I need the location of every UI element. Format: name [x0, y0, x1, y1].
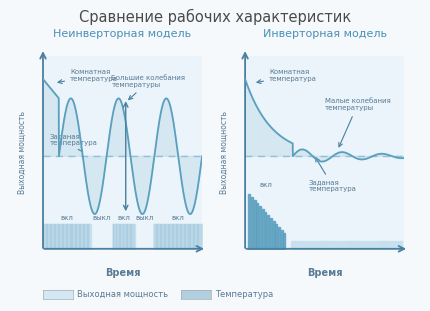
- Text: Выходная мощность: Выходная мощность: [77, 290, 169, 299]
- Text: Сравнение рабочих характеристик: Сравнение рабочих характеристик: [79, 9, 351, 26]
- Text: вкл: вкл: [118, 215, 131, 221]
- Text: Выходная мощность: Выходная мощность: [18, 111, 27, 194]
- Text: Заданая
температура: Заданая температура: [309, 158, 356, 193]
- Text: Комнатная
температура: Комнатная температура: [257, 69, 317, 84]
- Text: Время: Время: [307, 268, 342, 278]
- Text: Малые колебания
температуры: Малые колебания температуры: [325, 98, 390, 147]
- Text: выкл: выкл: [93, 215, 111, 221]
- Text: вкл: вкл: [259, 182, 272, 188]
- Text: Неинверторная модель: Неинверторная модель: [53, 29, 192, 39]
- Text: Инверторная модель: Инверторная модель: [263, 29, 387, 39]
- Text: Большие колебания
температуры: Большие колебания температуры: [111, 75, 185, 100]
- Text: Комнатная
температура: Комнатная температура: [58, 69, 118, 84]
- Text: Заданая
температура: Заданая температура: [49, 133, 97, 151]
- Text: Температура: Температура: [215, 290, 273, 299]
- Text: Время: Время: [105, 268, 140, 278]
- Text: Выходная мощность: Выходная мощность: [220, 111, 229, 194]
- Text: выкл: выкл: [135, 215, 154, 221]
- Text: вкл: вкл: [61, 215, 73, 221]
- Text: вкл: вкл: [172, 215, 184, 221]
